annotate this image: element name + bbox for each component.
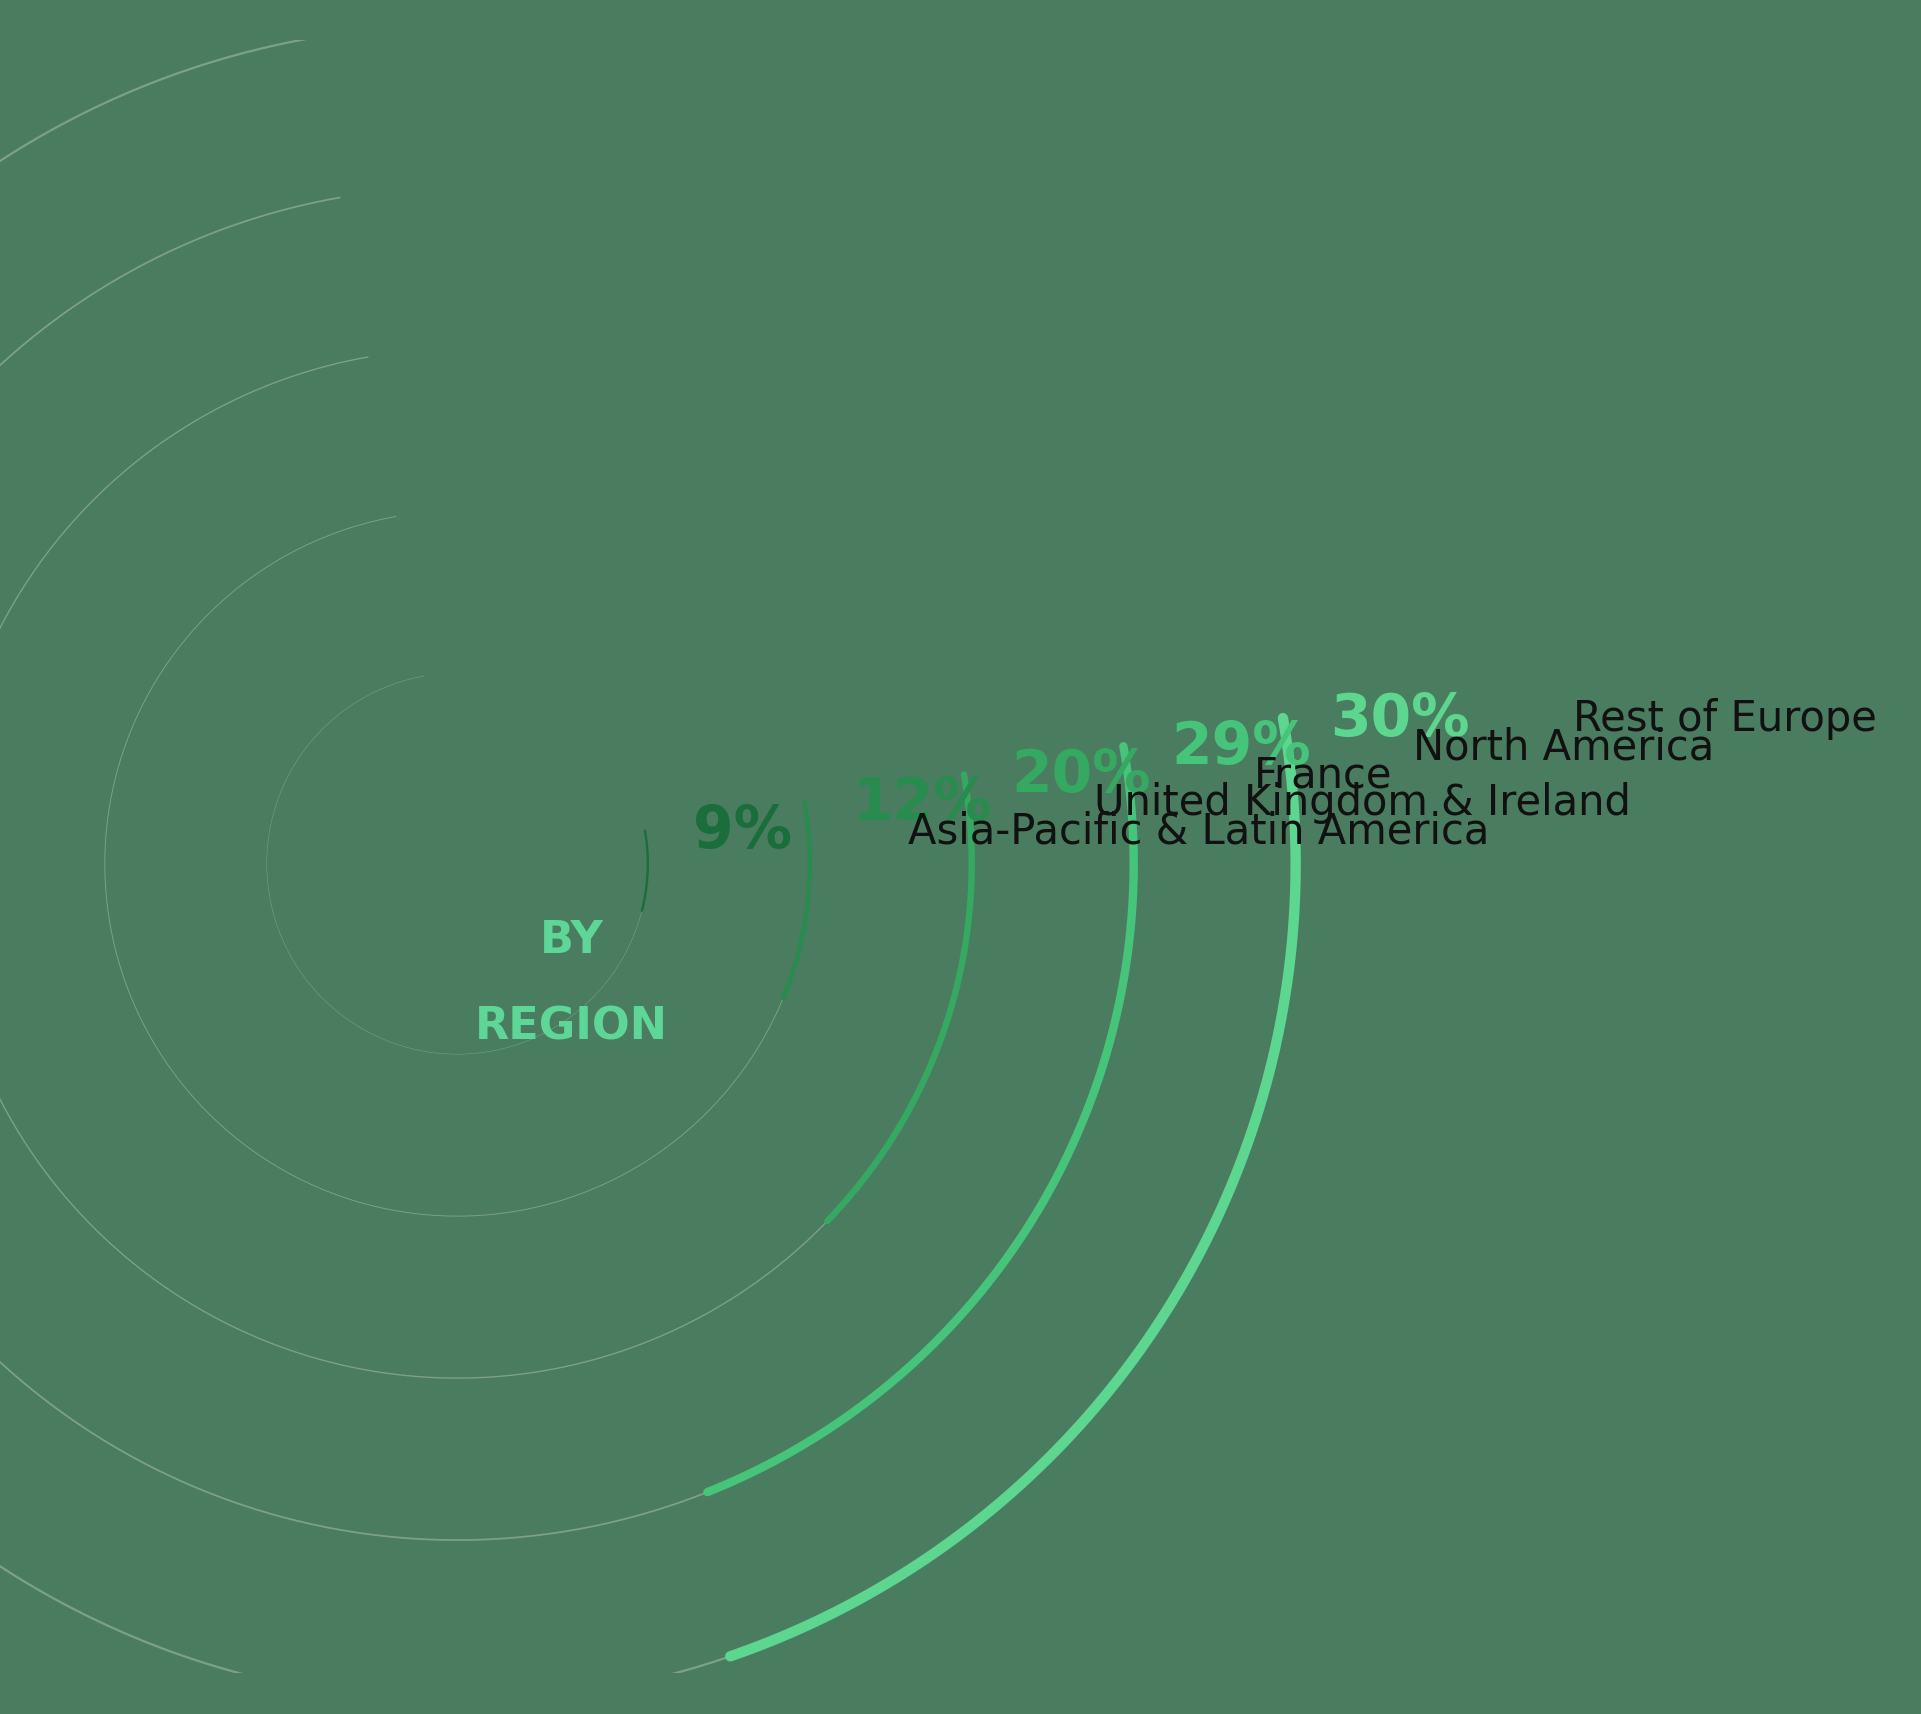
- Text: United Kingdom & Ireland: United Kingdom & Ireland: [1095, 782, 1631, 824]
- Text: 9%: 9%: [693, 802, 791, 859]
- Text: REGION: REGION: [474, 1004, 669, 1047]
- Text: 20%: 20%: [1012, 746, 1151, 804]
- Text: 29%: 29%: [1172, 718, 1310, 775]
- Text: Asia-Pacific & Latin America: Asia-Pacific & Latin America: [909, 811, 1489, 852]
- Text: Rest of Europe: Rest of Europe: [1573, 698, 1877, 740]
- Text: 12%: 12%: [853, 775, 991, 831]
- Text: France: France: [1254, 754, 1393, 795]
- Text: BY: BY: [540, 919, 603, 962]
- Text: North America: North America: [1414, 725, 1714, 768]
- Text: 30%: 30%: [1331, 691, 1470, 747]
